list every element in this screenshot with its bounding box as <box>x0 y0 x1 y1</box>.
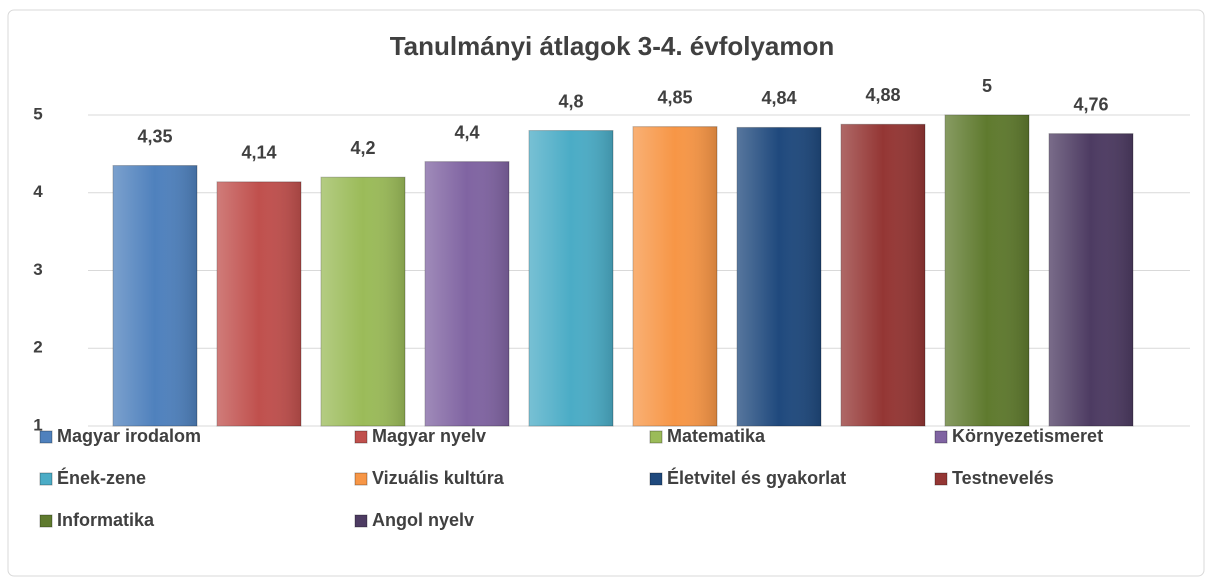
legend-swatch <box>39 472 53 486</box>
bar <box>944 114 1030 427</box>
y-tick-label: 3 <box>33 260 42 279</box>
legend-label: Környezetismeret <box>952 426 1103 446</box>
bar <box>840 123 926 427</box>
y-tick-label: 1 <box>33 415 42 434</box>
bar <box>112 165 198 427</box>
data-label: 4,35 <box>137 126 172 146</box>
legend-label: Vizuális kultúra <box>372 468 505 488</box>
bar <box>424 161 510 427</box>
chart-title: Tanulmányi átlagok 3-4. évfolyamon <box>390 31 835 61</box>
data-label: 4,8 <box>558 91 583 111</box>
data-label: 5 <box>982 76 992 96</box>
bar <box>216 181 302 427</box>
legend-swatch <box>354 430 368 444</box>
legend-label: Magyar irodalom <box>57 426 201 446</box>
data-label: 4,4 <box>454 122 479 142</box>
data-label: 4,14 <box>241 143 276 163</box>
legend-swatch <box>354 514 368 528</box>
data-label: 4,76 <box>1073 94 1108 114</box>
legend-swatch <box>934 472 948 486</box>
data-label: 4,88 <box>865 85 900 105</box>
legend-label: Angol nyelv <box>372 510 474 530</box>
legend-label: Életvitel és gyakorlat <box>667 467 846 488</box>
legend-label: Magyar nyelv <box>372 426 486 446</box>
legend-swatch <box>39 514 53 528</box>
legend-label: Informatika <box>57 510 155 530</box>
y-tick-label: 5 <box>33 104 42 123</box>
bar <box>528 130 614 427</box>
data-label: 4,2 <box>350 138 375 158</box>
y-tick-label: 4 <box>33 182 43 201</box>
bar <box>736 126 822 427</box>
bar <box>320 176 406 427</box>
legend-label: Matematika <box>667 426 766 446</box>
data-label: 4,84 <box>761 88 796 108</box>
y-tick-label: 2 <box>33 338 42 357</box>
legend-label: Ének-zene <box>57 467 146 488</box>
legend-label: Testnevelés <box>952 468 1054 488</box>
data-label: 4,85 <box>657 87 692 107</box>
legend-swatch <box>649 472 663 486</box>
legend-swatch <box>934 430 948 444</box>
bar <box>632 126 718 427</box>
legend-swatch <box>354 472 368 486</box>
legend-swatch <box>39 430 53 444</box>
legend-swatch <box>649 430 663 444</box>
bar <box>1048 133 1134 427</box>
